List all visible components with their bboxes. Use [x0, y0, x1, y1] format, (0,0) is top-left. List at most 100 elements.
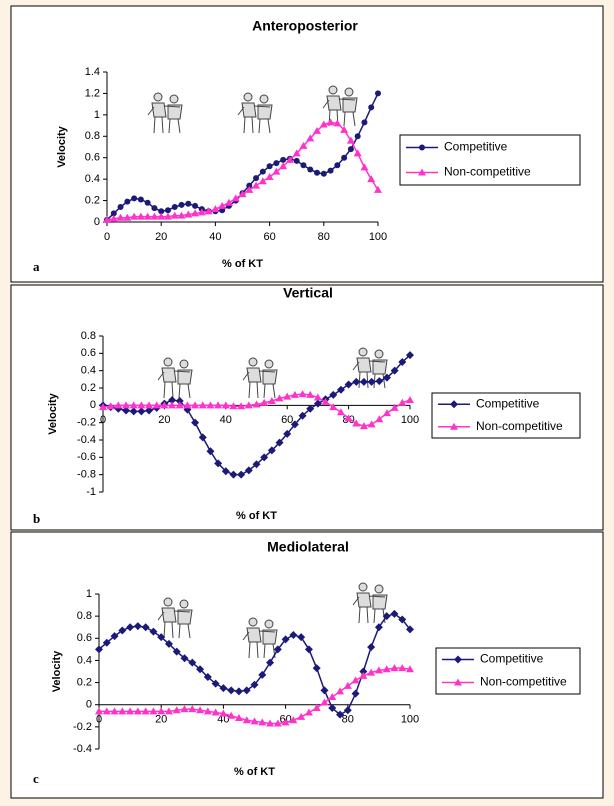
marker [390, 403, 399, 411]
x-axis-title: % of KT [222, 258, 263, 270]
marker [227, 686, 236, 695]
illustration [147, 92, 183, 134]
y-tick-label: 0.6 [85, 152, 100, 164]
body [167, 104, 183, 120]
marker [398, 615, 407, 624]
marker [221, 401, 230, 409]
x-tick-label: 0 [96, 714, 102, 726]
marker [145, 401, 154, 409]
x-tick-label: 40 [209, 231, 221, 243]
marker [289, 630, 298, 639]
marker [164, 639, 173, 648]
illustration [352, 347, 388, 389]
marker [221, 467, 230, 476]
marker [175, 401, 184, 409]
marker [312, 704, 321, 712]
x-tick-label: 80 [318, 231, 330, 243]
marker [116, 213, 125, 221]
marker [219, 709, 228, 717]
marker [198, 401, 207, 409]
y-axis-title: Velocity [56, 125, 68, 167]
marker [136, 212, 145, 220]
marker [361, 119, 368, 126]
marker [198, 433, 207, 442]
chart-panel: Mediolateral c Velocity % of KT -0.4 -0.2 0 0.2… [10, 531, 604, 799]
head [248, 357, 258, 367]
marker [180, 705, 189, 713]
x-tick-label: 0 [104, 231, 110, 243]
marker [231, 194, 240, 202]
marker [234, 714, 243, 721]
marker [206, 401, 215, 409]
marker [273, 645, 282, 654]
marker [118, 626, 127, 635]
marker [320, 170, 327, 177]
marker [382, 612, 391, 621]
marker [341, 154, 348, 161]
marker [351, 676, 360, 684]
marker [214, 401, 223, 409]
head [358, 347, 368, 357]
marker [313, 126, 322, 134]
y-tick-label: 0.8 [85, 130, 100, 142]
y-tick-label: -0.8 [77, 469, 96, 481]
body [151, 102, 167, 118]
marker [168, 396, 177, 405]
marker [164, 707, 173, 715]
y-tick-label: 0 [90, 399, 96, 411]
marker [297, 712, 306, 720]
marker [192, 202, 199, 209]
marker [144, 199, 151, 206]
marker [367, 175, 376, 183]
body [246, 367, 262, 383]
marker [211, 205, 220, 213]
legend-marker [418, 168, 426, 176]
marker [336, 408, 345, 416]
y-axis-title: Velocity [47, 392, 59, 434]
y-tick-label: 0 [86, 699, 92, 711]
marker [374, 185, 382, 193]
marker [298, 411, 307, 420]
marker [382, 665, 391, 673]
body [262, 369, 278, 385]
marker [171, 204, 178, 210]
marker [242, 686, 251, 695]
marker [398, 664, 407, 672]
marker [327, 167, 334, 174]
arms [157, 370, 191, 381]
marker [281, 718, 290, 726]
marker [227, 711, 236, 719]
y-tick-label: 0.6 [81, 347, 96, 359]
marker [297, 633, 306, 642]
marker [360, 163, 369, 171]
marker [267, 446, 276, 455]
marker [191, 418, 200, 427]
marker [367, 668, 376, 676]
marker [252, 400, 261, 408]
marker [353, 149, 362, 157]
illustration [352, 582, 388, 624]
y-tick-label: -1 [86, 486, 96, 498]
marker [260, 453, 269, 462]
marker [328, 692, 337, 700]
marker [343, 681, 352, 689]
chart-title: Anteroposterior [252, 18, 358, 34]
arms [352, 595, 386, 606]
marker [406, 396, 414, 404]
marker [244, 466, 253, 475]
marker [314, 169, 321, 176]
marker [321, 397, 330, 405]
marker [258, 670, 267, 679]
marker [329, 403, 338, 411]
marker [375, 377, 384, 386]
marker [336, 385, 345, 394]
marker [224, 198, 233, 206]
body [161, 607, 177, 623]
marker [258, 177, 267, 185]
illustration [157, 357, 193, 399]
x-tick-label: 0 [100, 414, 106, 426]
marker [336, 687, 345, 695]
marker [229, 402, 238, 410]
marker [368, 104, 375, 111]
marker [170, 211, 179, 219]
